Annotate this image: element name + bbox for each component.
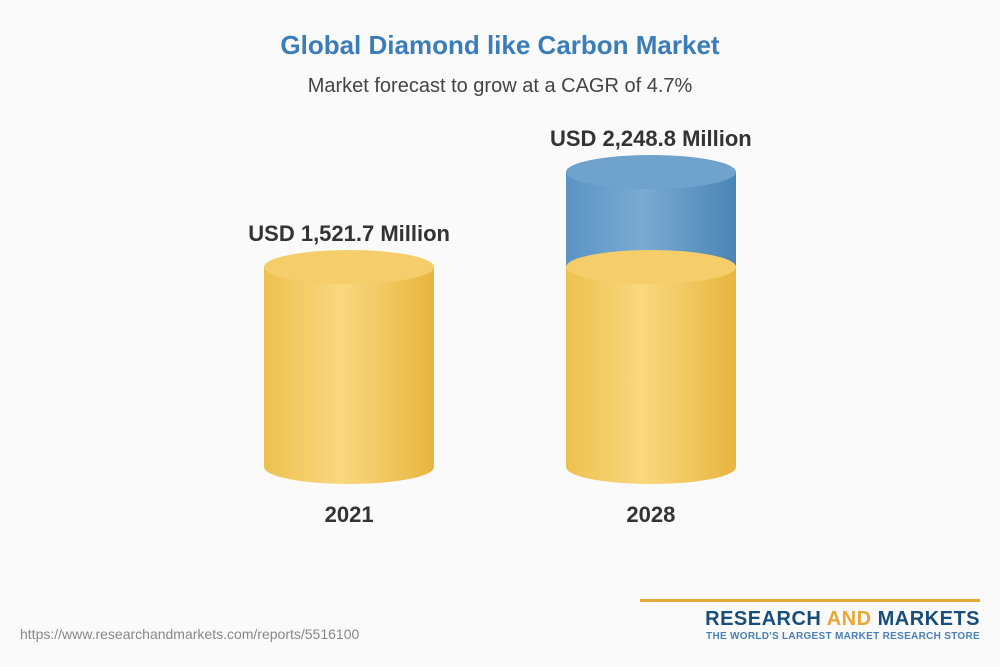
source-url: https://www.researchandmarkets.com/repor… [20,626,359,642]
brand-tagline: THE WORLD'S LARGEST MARKET RESEARCH STOR… [640,631,980,642]
cylinder [566,172,736,467]
brand-separator [640,599,980,602]
chart-subtitle: Market forecast to grow at a CAGR of 4.7… [0,75,1000,98]
cylinder-bar: USD 2,248.8 Million 2028 [550,126,752,528]
year-label: 2028 [626,502,675,528]
brand-name: RESEARCH AND MARKETS [640,608,980,631]
cylinder-segment [566,267,736,467]
cylinder-segment [264,267,434,467]
brand-word3: MARKETS [878,608,980,630]
brand-word1: RESEARCH [705,608,821,630]
brand-word2: AND [827,608,872,630]
infographic-container: Global Diamond like Carbon Market Market… [0,0,1000,667]
value-label: USD 1,521.7 Million [248,221,450,247]
value-label: USD 2,248.8 Million [550,126,752,152]
year-label: 2021 [325,502,374,528]
footer: https://www.researchandmarkets.com/repor… [20,599,980,642]
brand-block: RESEARCH AND MARKETS THE WORLD'S LARGEST… [640,599,980,642]
cylinder-bar: USD 1,521.7 Million 2021 [248,221,450,528]
chart-area: USD 1,521.7 Million2021USD 2,248.8 Milli… [0,148,1000,528]
cylinder [264,267,434,467]
chart-title: Global Diamond like Carbon Market [0,30,1000,61]
